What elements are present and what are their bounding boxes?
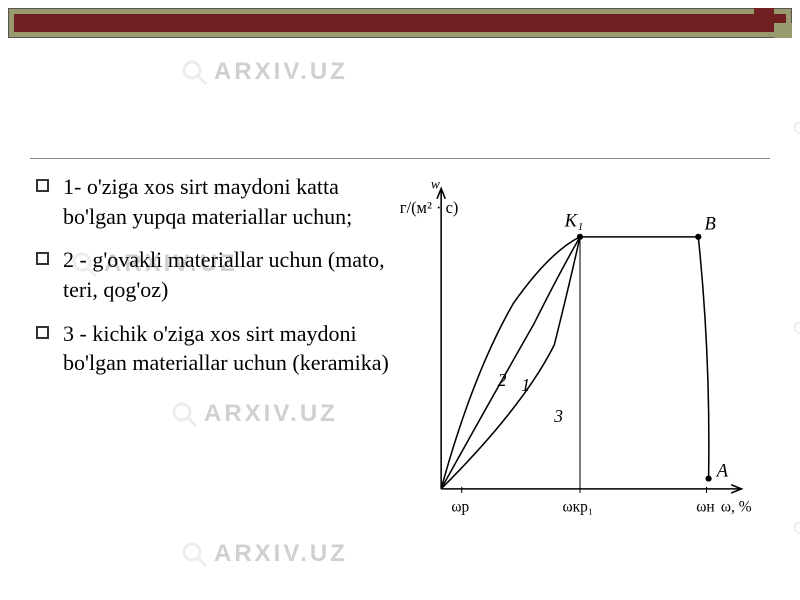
watermark: ARXIV.UZ xyxy=(180,58,348,86)
header-accent-block-2 xyxy=(774,23,792,38)
point-k1 xyxy=(577,234,583,240)
list-item-text: 2 - g'ovakli materiallar uchun (mato, te… xyxy=(63,245,390,304)
x-tick-label: ωр xyxy=(451,498,469,515)
text-column: 1- o'ziga xos sirt maydoni katta bo'lgan… xyxy=(0,160,400,535)
right-fall-curve xyxy=(698,237,709,479)
divider-line xyxy=(30,158,770,159)
curve-1 xyxy=(441,237,580,489)
y-axis-label: кг/(м² · с) xyxy=(400,198,458,217)
chart-column: w кг/(м² · с) K₁ B A 1 2 3 xyxy=(400,160,800,535)
bullet-icon xyxy=(36,252,49,265)
list-item: 1- o'ziga xos sirt maydoni katta bo'lgan… xyxy=(36,172,390,231)
header-accent-block xyxy=(754,8,774,23)
x-axis-label: ω, % xyxy=(721,498,752,515)
x-tick-label: ωкр₁ xyxy=(563,498,594,515)
list-item-text: 3 - kichik o'ziga xos sirt maydoni bo'lg… xyxy=(63,319,390,378)
label-b: B xyxy=(704,215,715,235)
bullet-icon xyxy=(36,326,49,339)
curve-label-3: 3 xyxy=(553,406,563,426)
label-k1: K₁ xyxy=(564,212,584,232)
label-a: A xyxy=(715,462,729,482)
drying-rate-chart: w кг/(м² · с) K₁ B A 1 2 3 xyxy=(400,170,760,530)
point-b xyxy=(695,234,701,240)
content-row: 1- o'ziga xos sirt maydoni katta bo'lgan… xyxy=(0,160,800,535)
header-bar xyxy=(0,0,800,44)
curve-label-1: 1 xyxy=(521,375,530,395)
curve-label-2: 2 xyxy=(498,370,507,390)
header-inner-stripe xyxy=(14,14,786,32)
y-axis-superscript: w xyxy=(431,177,440,192)
list-item-text: 1- o'ziga xos sirt maydoni katta bo'lgan… xyxy=(63,172,390,231)
list-item: 3 - kichik o'ziga xos sirt maydoni bo'lg… xyxy=(36,319,390,378)
watermark-edge xyxy=(792,120,800,138)
bullet-icon xyxy=(36,179,49,192)
x-tick-label: ωн xyxy=(696,498,714,515)
point-a xyxy=(705,475,711,481)
list-item: 2 - g'ovakli materiallar uchun (mato, te… xyxy=(36,245,390,304)
watermark: ARXIV.UZ xyxy=(180,540,348,568)
